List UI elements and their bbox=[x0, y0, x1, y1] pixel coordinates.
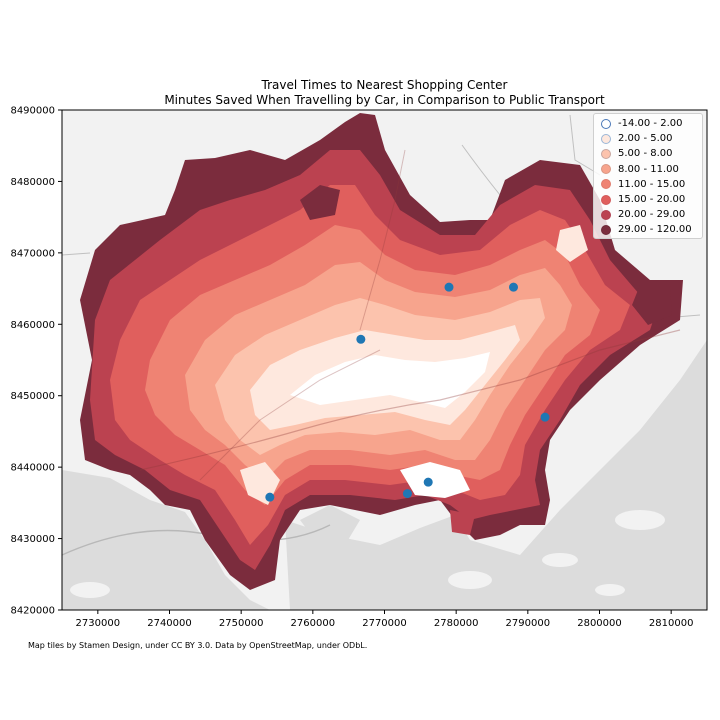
class-band bbox=[632, 285, 672, 325]
y-tick-label: 8470000 bbox=[10, 248, 55, 259]
legend-entry: 29.00 - 120.00 bbox=[598, 222, 698, 237]
legend-label: 5.00 - 8.00 bbox=[618, 148, 673, 160]
y-tick-label: 8480000 bbox=[10, 177, 55, 188]
road bbox=[62, 252, 91, 256]
x-tick-label: 2790000 bbox=[506, 618, 551, 629]
map-legend: -14.00 - 2.00 2.00 - 5.00 5.00 - 8.00 8.00 … bbox=[593, 113, 703, 239]
x-tick-label: 2770000 bbox=[362, 618, 407, 629]
shopping-center-point bbox=[444, 282, 454, 292]
x-tick-label: 2730000 bbox=[76, 618, 121, 629]
y-tick-label: 8460000 bbox=[10, 320, 55, 331]
legend-swatch bbox=[601, 179, 611, 190]
legend-label: 8.00 - 11.00 bbox=[618, 163, 679, 175]
legend-swatch bbox=[601, 118, 611, 129]
choropleth-layer bbox=[80, 113, 683, 590]
legend-label: 20.00 - 29.00 bbox=[618, 209, 686, 221]
road bbox=[569, 114, 601, 176]
class-band bbox=[556, 225, 588, 262]
legend-swatch bbox=[601, 209, 611, 220]
class-band bbox=[400, 462, 470, 498]
shopping-center-point bbox=[265, 492, 275, 502]
x-tick-label: 2800000 bbox=[577, 618, 622, 629]
legend-label: 15.00 - 20.00 bbox=[618, 194, 686, 206]
legend-entry: 5.00 - 8.00 bbox=[598, 146, 698, 161]
map-subtitle: Minutes Saved When Travelling by Car, in… bbox=[164, 93, 605, 107]
island bbox=[70, 582, 110, 598]
y-tick-label: 8450000 bbox=[10, 391, 55, 402]
y-tick-label: 8440000 bbox=[10, 463, 55, 474]
sea-area bbox=[62, 470, 270, 610]
island bbox=[615, 510, 665, 530]
x-axis: 2730000 2740000 2750000 2760000 2770000 27800… bbox=[76, 610, 694, 629]
map-title: Travel Times to Nearest Shopping Center bbox=[261, 78, 508, 92]
shopping-center-point bbox=[509, 282, 518, 292]
class-band bbox=[290, 352, 490, 408]
shopping-center-point bbox=[356, 334, 366, 344]
island bbox=[595, 584, 625, 596]
road bbox=[461, 144, 501, 196]
legend-entry: 2.00 - 5.00 bbox=[598, 131, 698, 146]
y-tick-label: 8430000 bbox=[10, 534, 55, 545]
legend-label: 11.00 - 15.00 bbox=[618, 178, 686, 190]
legend-swatch bbox=[601, 148, 611, 159]
shopping-center-point bbox=[402, 489, 412, 499]
road-overlay bbox=[199, 349, 381, 481]
class-band bbox=[300, 185, 340, 220]
x-tick-label: 2760000 bbox=[291, 618, 336, 629]
map-attribution: Map tiles by Stamen Design, under CC BY … bbox=[28, 641, 368, 650]
y-axis: 8420000 8430000 8440000 8450000 8460000 84700… bbox=[10, 106, 62, 617]
shopping-center-point bbox=[540, 412, 550, 422]
legend-swatch bbox=[601, 224, 611, 235]
legend-entry: 11.00 - 15.00 bbox=[598, 177, 698, 192]
island bbox=[542, 553, 578, 567]
shopping-center-point bbox=[423, 477, 433, 487]
legend-entry: 20.00 - 29.00 bbox=[598, 207, 698, 222]
legend-swatch bbox=[601, 194, 611, 205]
legend-entry: 15.00 - 20.00 bbox=[598, 192, 698, 207]
x-tick-label: 2780000 bbox=[434, 618, 479, 629]
y-tick-label: 8420000 bbox=[10, 606, 55, 617]
legend-entry: 8.00 - 11.00 bbox=[598, 162, 698, 177]
legend-label: 29.00 - 120.00 bbox=[618, 224, 692, 236]
road-overlay bbox=[139, 329, 681, 471]
legend-label: -14.00 - 2.00 bbox=[618, 118, 683, 130]
y-tick-label: 8490000 bbox=[10, 106, 55, 117]
class-band bbox=[450, 510, 475, 535]
legend-swatch bbox=[601, 164, 611, 175]
legend-entry: -14.00 - 2.00 bbox=[598, 116, 698, 131]
x-tick-label: 2750000 bbox=[219, 618, 264, 629]
shopping-center-markers bbox=[265, 282, 550, 502]
legend-label: 2.00 - 5.00 bbox=[618, 133, 673, 145]
x-tick-label: 2740000 bbox=[147, 618, 192, 629]
road-overlay bbox=[359, 149, 406, 331]
island bbox=[448, 571, 492, 589]
sea-area bbox=[285, 340, 707, 610]
x-tick-label: 2810000 bbox=[649, 618, 694, 629]
legend-swatch bbox=[601, 133, 611, 144]
